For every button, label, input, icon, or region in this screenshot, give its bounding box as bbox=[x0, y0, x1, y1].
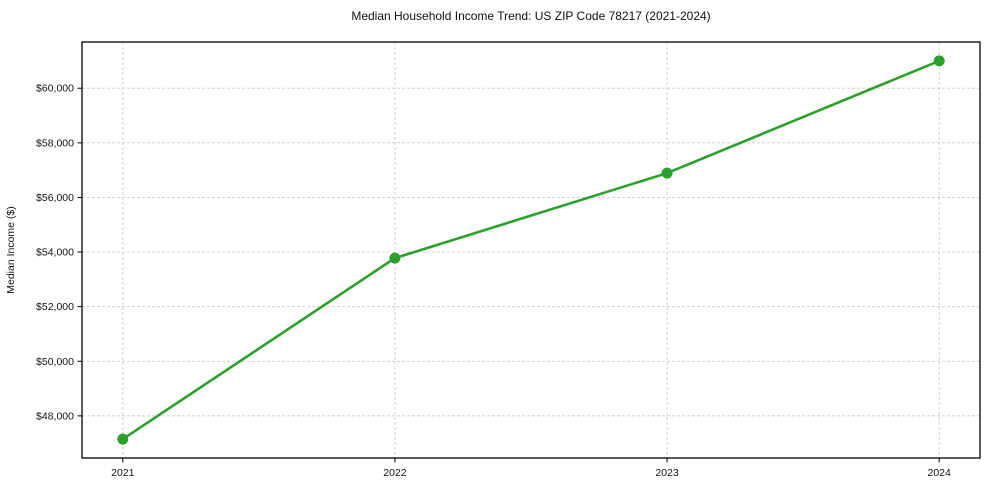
y-axis-label: Median Income ($) bbox=[5, 206, 17, 294]
data-point-2024 bbox=[933, 55, 945, 67]
data-point-2021 bbox=[117, 433, 129, 445]
data-point-2023 bbox=[661, 167, 673, 179]
plot-area: 2021 2022 2023 2024 $48,000 $50,000 $52,000 $54… bbox=[36, 41, 981, 479]
x-tick-label: 2023 bbox=[655, 467, 679, 479]
data-point-2022 bbox=[389, 252, 401, 264]
chart-title: Median Household Income Trend: US ZIP Co… bbox=[351, 9, 710, 23]
y-tick-label: $52,000 bbox=[36, 301, 74, 313]
y-tick-label: $56,000 bbox=[36, 192, 74, 204]
trend-line bbox=[121, 59, 941, 441]
y-tick-label: $54,000 bbox=[36, 247, 74, 259]
x-tick-label: 2021 bbox=[111, 467, 135, 479]
y-tick-label: $58,000 bbox=[36, 137, 74, 149]
x-tick-label: 2022 bbox=[383, 467, 407, 479]
y-tick-label: $50,000 bbox=[36, 356, 74, 368]
y-tick-label: $60,000 bbox=[36, 83, 74, 95]
x-tick-label: 2024 bbox=[928, 467, 952, 479]
plot-border bbox=[81, 41, 981, 459]
y-tick-label: $48,000 bbox=[36, 410, 74, 422]
